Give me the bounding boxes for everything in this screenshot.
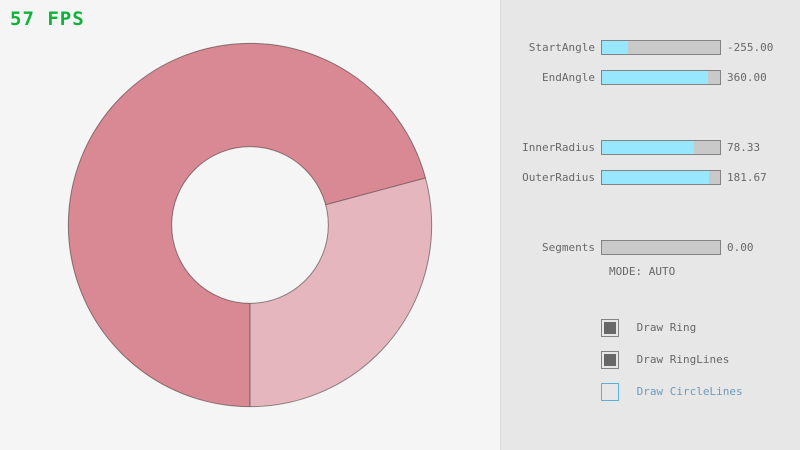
slider-fill bbox=[602, 171, 710, 184]
checkbox-label: Draw Ring bbox=[636, 320, 697, 334]
single-drawn-arc bbox=[250, 177, 432, 407]
ring-outer-outline bbox=[67, 42, 433, 408]
slider-label: OuterRadius bbox=[522, 171, 595, 184]
ring-boundary-line bbox=[325, 177, 426, 206]
slider-value: 0.00 bbox=[727, 241, 754, 254]
controls-panel: StartAngle -255.00 EndAngle 360.00 Inner… bbox=[500, 0, 800, 450]
draw-ringlines-checkbox[interactable] bbox=[601, 350, 619, 369]
slider-row-segments: Segments 0.00 bbox=[501, 240, 800, 255]
outer-radius-slider[interactable] bbox=[601, 170, 721, 185]
checkbox-row-draw-circlelines: Draw CircleLines bbox=[601, 381, 743, 401]
fps-counter: 57 FPS bbox=[10, 8, 85, 30]
slider-value: 360.00 bbox=[727, 71, 767, 84]
slider-label: EndAngle bbox=[542, 71, 595, 84]
checkbox-row-draw-ring: Draw Ring bbox=[601, 317, 697, 337]
inner-radius-slider[interactable] bbox=[601, 140, 721, 155]
start-angle-slider[interactable] bbox=[601, 40, 721, 55]
slider-label: Segments bbox=[542, 241, 595, 254]
slider-row-end-angle: EndAngle 360.00 bbox=[501, 70, 800, 85]
ring-chart bbox=[67, 42, 433, 408]
slider-value: 181.67 bbox=[727, 171, 767, 184]
slider-row-start-angle: StartAngle -255.00 bbox=[501, 40, 800, 55]
slider-row-inner-radius: InnerRadius 78.33 bbox=[501, 140, 800, 155]
slider-value: -255.00 bbox=[727, 41, 774, 54]
slider-fill bbox=[602, 71, 709, 84]
segments-slider[interactable] bbox=[601, 240, 721, 255]
checkbox-label: Draw CircleLines bbox=[636, 384, 743, 398]
slider-row-outer-radius: OuterRadius 181.67 bbox=[501, 170, 800, 185]
checkbox-label: Draw RingLines bbox=[636, 352, 730, 366]
slider-label: StartAngle bbox=[528, 41, 595, 54]
slider-label: InnerRadius bbox=[522, 141, 595, 154]
segments-mode-label: MODE: AUTO bbox=[609, 265, 676, 278]
double-drawn-arc bbox=[68, 43, 426, 407]
checkbox-row-draw-ringlines: Draw RingLines bbox=[601, 349, 730, 369]
slider-value: 78.33 bbox=[727, 141, 761, 154]
end-angle-slider[interactable] bbox=[601, 70, 721, 85]
draw-ring-checkbox[interactable] bbox=[601, 318, 619, 337]
slider-fill bbox=[602, 41, 628, 54]
draw-circlelines-checkbox[interactable] bbox=[601, 382, 619, 401]
ring-inner-outline bbox=[171, 146, 329, 304]
slider-fill bbox=[602, 141, 695, 154]
